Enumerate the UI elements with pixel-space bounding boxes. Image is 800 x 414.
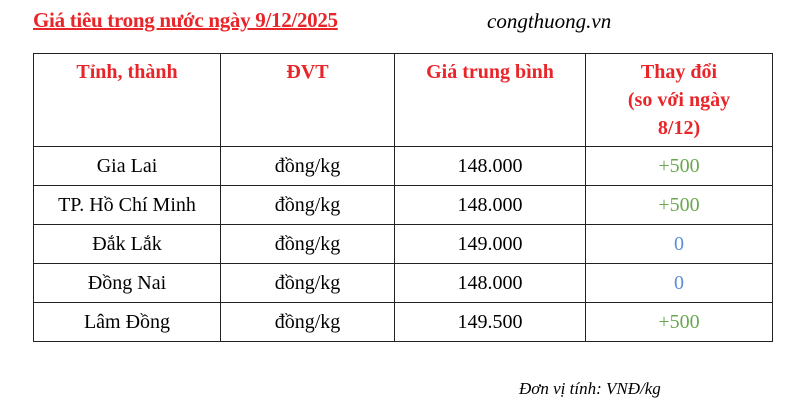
- header-price: Giá trung bình: [394, 53, 586, 147]
- unit-note: Đơn vị tính: VNĐ/kg: [519, 379, 661, 398]
- cell-change: +500: [585, 146, 773, 186]
- source-site: congthuong.vn: [487, 9, 612, 33]
- cell-change: 0: [585, 224, 773, 264]
- cell-unit: đồng/kg: [220, 302, 395, 342]
- price-table: Tỉnh, thành ĐVT Giá trung bình Thay đổi …: [33, 53, 773, 342]
- header-change-line: (so với ngày: [627, 89, 731, 111]
- cell-change: +500: [585, 185, 773, 225]
- cell-price: 148.000: [394, 185, 586, 225]
- cell-unit: đồng/kg: [220, 224, 395, 264]
- cell-unit: đồng/kg: [220, 263, 395, 303]
- cell-unit: đồng/kg: [220, 185, 395, 225]
- header-change-line: Thay đổi: [640, 61, 718, 83]
- cell-province: Đồng Nai: [33, 263, 221, 303]
- cell-province: Đắk Lắk: [33, 224, 221, 264]
- cell-province: Gia Lai: [33, 146, 221, 186]
- cell-province: TP. Hồ Chí Minh: [33, 185, 221, 225]
- cell-change: +500: [585, 302, 773, 342]
- header-change: Thay đổi (so với ngày 8/12): [585, 53, 773, 147]
- header-province: Tỉnh, thành: [33, 53, 221, 147]
- table-row: Đắk Lắk đồng/kg 149.000 0: [33, 224, 773, 264]
- table-row: Đồng Nai đồng/kg 148.000 0: [33, 263, 773, 303]
- cell-price: 149.500: [394, 302, 586, 342]
- cell-change: 0: [585, 263, 773, 303]
- cell-price: 148.000: [394, 263, 586, 303]
- table-row: TP. Hồ Chí Minh đồng/kg 148.000 +500: [33, 185, 773, 225]
- header-unit: ĐVT: [220, 53, 395, 147]
- table-row: Gia Lai đồng/kg 148.000 +500: [33, 146, 773, 186]
- page-title: Giá tiêu trong nước ngày 9/12/2025: [33, 8, 338, 32]
- cell-price: 148.000: [394, 146, 586, 186]
- cell-province: Lâm Đồng: [33, 302, 221, 342]
- cell-price: 149.000: [394, 224, 586, 264]
- table-row: Lâm Đồng đồng/kg 149.500 +500: [33, 302, 773, 342]
- header-row: Tỉnh, thành ĐVT Giá trung bình Thay đổi …: [33, 53, 773, 147]
- header-change-line: 8/12): [657, 117, 701, 139]
- cell-unit: đồng/kg: [220, 146, 395, 186]
